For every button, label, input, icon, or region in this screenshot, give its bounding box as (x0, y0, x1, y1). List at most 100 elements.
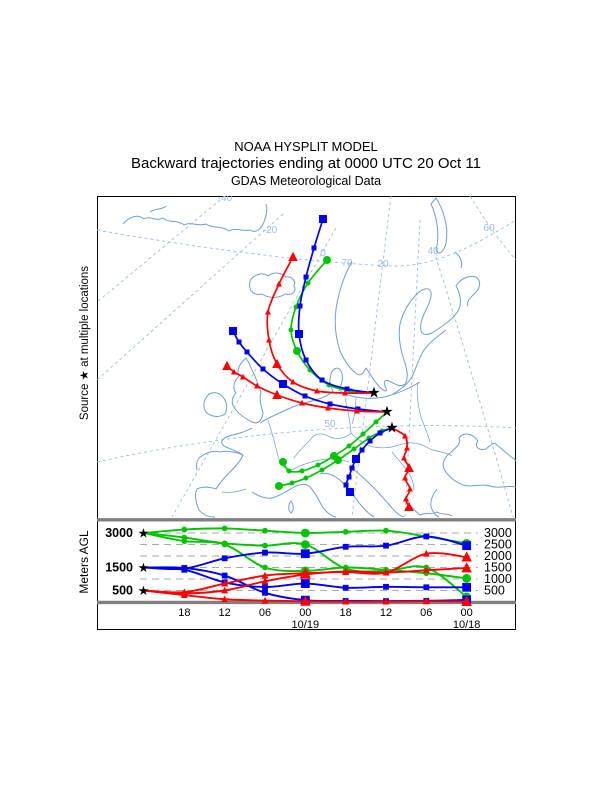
trajectory-marker-circle (262, 527, 268, 534)
time-tick-label: 00 (461, 607, 473, 619)
trajectory-marker-square (383, 583, 389, 590)
trajectory-marker-triangle (403, 495, 409, 502)
trajectory-marker-circle (323, 256, 331, 264)
trajectory-marker-square (423, 533, 430, 540)
source-star-icon: ★ (138, 560, 150, 575)
trajectory-marker-square (303, 357, 309, 363)
coastline (448, 433, 516, 462)
trajectory-path-traj-500m-loc1 (266, 256, 375, 394)
trajectory-marker-square (181, 565, 188, 571)
trajectory-marker-square (319, 215, 327, 223)
trajectory-marker-square (327, 401, 333, 407)
right-axis-label: 2000 (484, 549, 512, 563)
trajectory-marker-triangle (401, 454, 407, 461)
coastline (430, 488, 440, 518)
trajectory-marker-triangle (180, 591, 188, 598)
trajectory-marker-square (462, 541, 472, 551)
trajectory-marker-circle (181, 526, 188, 533)
trajectory-marker-triangle (288, 251, 298, 261)
country-border (309, 397, 352, 441)
trajectory-marker-triangle (254, 382, 260, 389)
title-block: NOAA HYSPLIT MODEL Backward trajectories… (0, 139, 612, 190)
trajectory-marker-square (262, 584, 268, 590)
trajectory-marker-triangle (461, 551, 472, 562)
graticule-line (351, 196, 392, 518)
trajectory-marker-triangle (314, 387, 320, 394)
coastline (195, 427, 253, 518)
meters-agl-label: Meters AGL (77, 530, 91, 594)
trajectory-marker-square (244, 349, 250, 355)
time-tick-label: 00 (299, 607, 311, 619)
trajectory-marker-square (383, 542, 389, 549)
trajectory-marker-square (319, 377, 325, 383)
graticule-label: -20 (263, 225, 278, 236)
trajectory-marker-triangle (261, 596, 269, 604)
trajectory-marker-circle (303, 475, 309, 481)
trajectory-marker-triangle (276, 280, 282, 287)
trajectory-marker-circle (181, 534, 188, 541)
trajectory-marker-square (297, 303, 303, 309)
trajectory-path-traj-3000m-loc1 (290, 259, 375, 394)
trajectory-marker-square (279, 380, 287, 388)
trajectory-marker-square (355, 406, 361, 412)
source-star-icon: ★ (380, 404, 393, 421)
date-label: 10/19 (292, 619, 320, 630)
graticule-label: 0 (320, 248, 326, 259)
right-axis-label: 2500 (484, 538, 512, 552)
graticule-label: 20 (377, 259, 389, 270)
graticule-line (97, 213, 284, 381)
trajectory-marker-triangle (422, 549, 430, 557)
coastline (249, 272, 296, 298)
trajectory-marker-triangle (261, 577, 269, 585)
coastline (392, 329, 447, 395)
trajectory-marker-square (221, 572, 228, 579)
trajectory-marker-triangle (404, 444, 410, 451)
trajectory-marker-circle (351, 446, 357, 452)
coastline (259, 367, 421, 424)
trajectory-marker-triangle (422, 566, 430, 574)
coastline (334, 260, 481, 392)
model-title: NOAA HYSPLIT MODEL (234, 139, 378, 154)
graticule-line (433, 250, 514, 518)
trajectory-marker-triangle (290, 378, 296, 385)
trajectory-marker-triangle (300, 595, 311, 606)
right-axis-label: 500 (484, 584, 505, 598)
trajectory-marker-triangle (266, 336, 272, 343)
trajectory-marker-circle (300, 540, 310, 549)
coastline (288, 500, 294, 514)
trajectory-marker-triangle (402, 432, 408, 439)
trajectory-marker-triangle (342, 597, 350, 605)
trajectory-marker-triangle (404, 501, 414, 511)
source-star-icon: ★ (367, 385, 380, 402)
graticule-line (97, 425, 516, 463)
trajectory-marker-square (342, 543, 349, 550)
trajectory-marker-triangle (222, 360, 232, 370)
trajectory-marker-square (344, 386, 350, 392)
graticule-label: 50 (324, 419, 336, 430)
source-locations-label: Source ★ at multiple locations (79, 265, 91, 421)
trajectory-marker-triangle (422, 597, 430, 605)
trajectory-marker-square (423, 584, 430, 591)
trajectory-marker-circle (319, 467, 325, 473)
trajectory-marker-square (352, 455, 360, 463)
trajectory-marker-square (221, 555, 228, 562)
trajectory-marker-triangle (221, 586, 229, 594)
coastline (231, 357, 264, 424)
left-axis-label: 1500 (105, 561, 133, 575)
source-star-icon: ★ (138, 583, 150, 598)
graticule-label: 60 (483, 223, 495, 234)
graticule-label: -40 (218, 196, 233, 204)
trajectory-marker-square (349, 465, 355, 471)
time-tick-label: 18 (178, 607, 190, 619)
trajectory-marker-circle (300, 528, 310, 538)
trajectory-marker-triangle (382, 597, 390, 605)
coastline (351, 467, 405, 518)
trajectory-marker-square (342, 584, 349, 591)
trajectory-marker-square (300, 549, 310, 559)
right-axis-label: 1500 (484, 561, 512, 575)
trajectory-marker-circle (462, 573, 472, 583)
coastline (195, 450, 244, 471)
graticule-line (97, 196, 226, 303)
date-label: 10/18 (453, 619, 481, 630)
